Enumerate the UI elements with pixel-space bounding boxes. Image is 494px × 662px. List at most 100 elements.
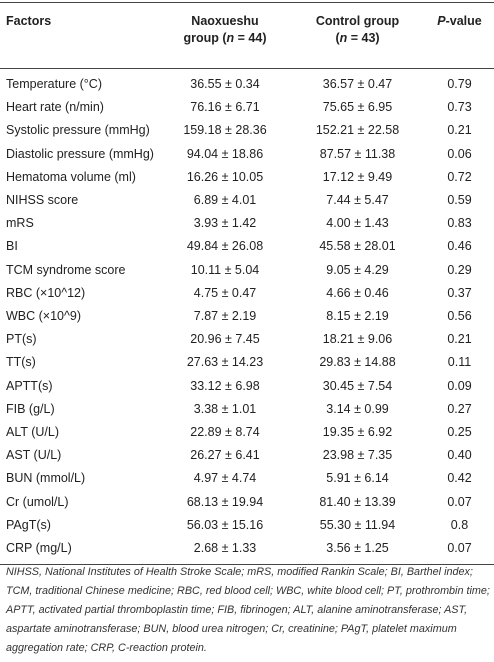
value-cell: 6.89 ± 4.01 xyxy=(193,193,257,208)
factor-cell: BUN (mmol/L) xyxy=(6,471,86,486)
factor-cell: Heart rate (n/min) xyxy=(6,100,104,115)
value-cell: 20.96 ± 7.45 xyxy=(190,332,260,347)
value-cell: 0.07 xyxy=(447,494,472,509)
table-row: Cr (umol/L) 68.13 ± 19.94 81.40 ± 13.39 0.0… xyxy=(0,491,494,514)
value-cell: 22.89 ± 8.74 xyxy=(190,425,260,440)
table-header: Factors Naoxueshu group (n = 44) Control… xyxy=(0,2,494,69)
header-cell: Naoxueshu group (n = 44) xyxy=(160,3,290,69)
value-cell: 49.84 ± 26.08 xyxy=(186,239,264,254)
value-cell: 0.79 xyxy=(447,77,472,91)
value-cell: 17.12 ± 9.49 xyxy=(322,169,393,184)
value-cell: 7.44 ± 5.47 xyxy=(326,193,389,208)
header-text: n xyxy=(226,31,235,45)
value-cell: 0.42 xyxy=(447,471,472,486)
value-cell: 4.66 ± 0.46 xyxy=(326,285,389,300)
header-cell: Control group (n = 43) xyxy=(290,3,425,69)
value-cell: 159.18 ± 28.36 xyxy=(183,123,267,138)
table-row: Diastolic pressure (mmHg) 94.04 ± 18.86 87… xyxy=(0,143,494,166)
table-row: Temperature (°C) 36.55 ± 0.34 36.57 ± 0.47… xyxy=(0,69,494,97)
value-cell: 33.12 ± 6.98 xyxy=(190,378,260,393)
header-text: ( xyxy=(335,31,340,45)
table-row: WBC (×10^9) 7.87 ± 2.19 8.15 ± 2.19 0.56 xyxy=(0,305,494,328)
value-cell: 152.21 ± 22.58 xyxy=(315,123,400,138)
header-text: Control group xyxy=(315,14,400,28)
value-cell: 75.65 ± 6.95 xyxy=(322,100,393,115)
table-row: APTT(s) 33.12 ± 6.98 30.45 ± 7.54 0.09 xyxy=(0,375,494,398)
value-cell: 10.11 ± 5.04 xyxy=(190,262,260,277)
data-table: Factors Naoxueshu group (n = 44) Control… xyxy=(0,2,494,565)
table-row: PT(s) 20.96 ± 7.45 18.21 ± 9.06 0.21 xyxy=(0,328,494,351)
value-cell: 0.8 xyxy=(450,517,469,532)
value-cell: 76.16 ± 6.71 xyxy=(190,100,260,115)
factor-cell: CRP (mg/L) xyxy=(6,541,72,556)
factor-cell: Temperature (°C) xyxy=(6,77,102,91)
value-cell: 9.05 ± 4.29 xyxy=(326,262,389,277)
value-cell: 26.27 ± 6.41 xyxy=(190,448,260,463)
value-cell: 68.13 ± 19.94 xyxy=(186,494,264,509)
value-cell: 0.56 xyxy=(447,309,472,324)
value-cell: 45.58 ± 28.01 xyxy=(319,239,396,254)
value-cell: 19.35 ± 6.92 xyxy=(322,425,393,440)
value-cell: 16.26 ± 10.05 xyxy=(186,169,264,184)
factor-cell: RBC (×10^12) xyxy=(6,285,86,300)
value-cell: 5.91 ± 6.14 xyxy=(326,471,389,486)
table-row: BI 49.84 ± 26.08 45.58 ± 28.01 0.46 xyxy=(0,235,494,258)
value-cell: 29.83 ± 14.88 xyxy=(319,355,396,370)
value-cell: 56.03 ± 15.16 xyxy=(186,517,264,532)
table-row: TT(s) 27.63 ± 14.23 29.83 ± 14.88 0.11 xyxy=(0,351,494,374)
factor-cell: FIB (g/L) xyxy=(6,401,55,416)
header-text: -value xyxy=(445,14,482,28)
value-cell: 23.98 ± 7.35 xyxy=(322,448,393,463)
header-text: group ( xyxy=(183,31,227,45)
value-cell: 0.59 xyxy=(447,193,472,208)
factor-cell: Cr (umol/L) xyxy=(6,494,69,509)
table-row: Heart rate (n/min) 76.16 ± 6.71 75.65 ± 6.… xyxy=(0,96,494,119)
value-cell: 4.75 ± 0.47 xyxy=(193,285,257,300)
table-body: Temperature (°C) 36.55 ± 0.34 36.57 ± 0.47… xyxy=(0,69,494,565)
table-row: FIB (g/L) 3.38 ± 1.01 3.14 ± 0.99 0.27 xyxy=(0,398,494,421)
header-text: = 43) xyxy=(347,31,380,45)
header-row: Factors Naoxueshu group (n = 44) Control… xyxy=(0,2,494,69)
header-cell: Factors xyxy=(6,14,52,28)
table-row: TCM syndrome score 10.11 ± 5.04 9.05 ± 4.2… xyxy=(0,259,494,282)
value-cell: 0.11 xyxy=(447,355,472,370)
factor-cell: PAgT(s) xyxy=(6,517,51,532)
table-row: BUN (mmol/L) 4.97 ± 4.74 5.91 ± 6.14 0.42 xyxy=(0,467,494,490)
value-cell: 2.68 ± 1.33 xyxy=(193,541,257,556)
header-text: P xyxy=(437,14,446,28)
table-row: Systolic pressure (mmHg) 159.18 ± 28.36 15… xyxy=(0,119,494,142)
value-cell: 0.73 xyxy=(447,100,472,115)
factor-cell: TT(s) xyxy=(6,355,36,370)
factor-cell: APTT(s) xyxy=(6,378,53,393)
factor-cell: NIHSS score xyxy=(6,193,79,208)
value-cell: 3.38 ± 1.01 xyxy=(193,401,257,416)
value-cell: 0.21 xyxy=(447,123,472,138)
value-cell: 94.04 ± 18.86 xyxy=(186,146,264,161)
factor-cell: Systolic pressure (mmHg) xyxy=(6,123,150,138)
header-text: n xyxy=(339,31,348,45)
value-cell: 0.72 xyxy=(447,169,472,184)
value-cell: 27.63 ± 14.23 xyxy=(186,355,264,370)
value-cell: 0.37 xyxy=(447,285,472,300)
table-row: NIHSS score 6.89 ± 4.01 7.44 ± 5.47 0.59 xyxy=(0,189,494,212)
factor-cell: WBC (×10^9) xyxy=(6,309,81,324)
value-cell: 7.87 ± 2.19 xyxy=(193,309,257,324)
header-cell: P-value xyxy=(425,3,494,69)
value-cell: 30.45 ± 7.54 xyxy=(322,378,393,393)
value-cell: 36.57 ± 0.47 xyxy=(322,77,393,91)
factor-cell: Hematoma volume (ml) xyxy=(6,169,136,184)
value-cell: 87.57 ± 11.38 xyxy=(319,146,396,161)
header-text: Naoxueshu xyxy=(191,14,259,28)
value-cell: 18.21 ± 9.06 xyxy=(322,332,393,347)
value-cell: 0.09 xyxy=(447,378,472,393)
value-cell: 0.06 xyxy=(447,146,472,161)
value-cell: 0.27 xyxy=(447,401,472,416)
value-cell: 55.30 ± 11.94 xyxy=(319,517,396,532)
table-row: ALT (U/L) 22.89 ± 8.74 19.35 ± 6.92 0.25 xyxy=(0,421,494,444)
value-cell: 4.97 ± 4.74 xyxy=(193,471,257,486)
value-cell: 36.55 ± 0.34 xyxy=(190,77,260,91)
value-cell: 0.07 xyxy=(447,541,472,556)
factor-cell: mRS xyxy=(6,216,34,231)
value-cell: 4.00 ± 1.43 xyxy=(326,216,389,231)
factor-cell: PT(s) xyxy=(6,332,37,347)
